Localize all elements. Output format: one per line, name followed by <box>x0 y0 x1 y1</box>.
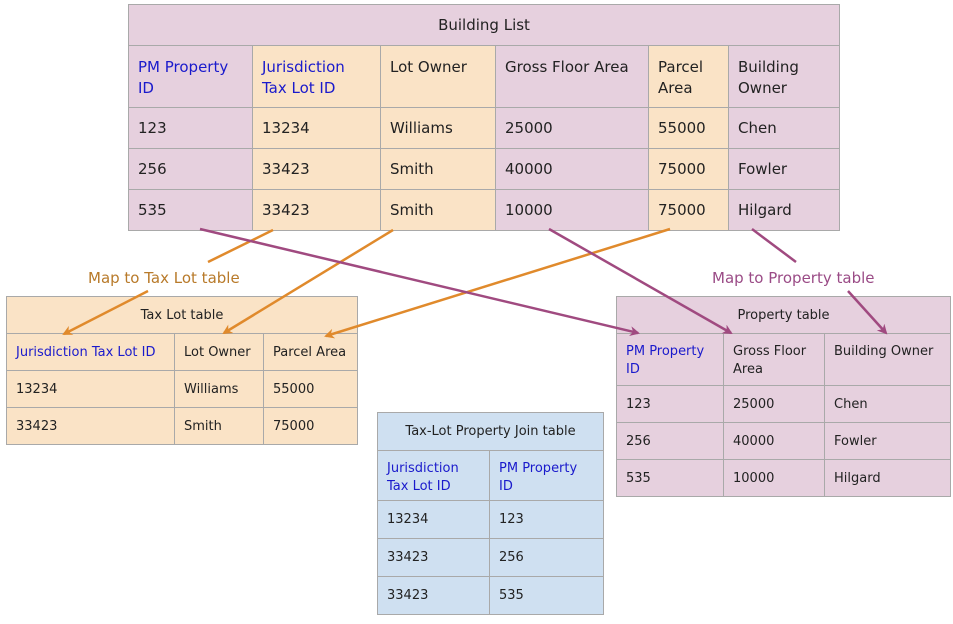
header-gross-floor-area: Gross Floor Area <box>495 45 649 108</box>
table-cell: 10000 <box>723 459 825 497</box>
table-row: 123 13234 Williams 25000 55000 Chen <box>128 107 841 149</box>
arrow-lot-owner <box>222 228 394 335</box>
tax-lot-property-join-table: Tax-Lot Property Join table Jurisdiction… <box>377 412 604 615</box>
table-cell: 535 <box>616 459 724 497</box>
header-building-owner: Building Owner <box>823 333 952 386</box>
table-cell: 123 <box>128 107 253 149</box>
table-cell: Hilgard <box>823 459 952 497</box>
table-cell: Chen <box>727 107 841 149</box>
table-cell: 40000 <box>495 148 649 190</box>
table-row: 535 33423 Smith 10000 75000 Hilgard <box>128 189 841 231</box>
header-jurisdiction-tax-lot-id: Jurisdiction Tax Lot ID <box>252 45 381 108</box>
header-parcel-area: Parcel Area <box>648 45 729 108</box>
table-cell: 55000 <box>263 370 358 408</box>
building-list-title: Building List <box>127 4 841 46</box>
table-cell: 535 <box>128 189 253 231</box>
table-row: 33423 256 <box>377 538 604 577</box>
building-list-table: Building List PM Property ID Jurisdictio… <box>127 4 841 231</box>
table-row: 256 33423 Smith 40000 75000 Fowler <box>128 148 841 190</box>
table-cell: Williams <box>380 107 496 149</box>
table-cell: Fowler <box>727 148 841 190</box>
arrow-pm-property-id <box>199 227 640 337</box>
table-cell: 25000 <box>495 107 649 149</box>
header-jurisdiction-tax-lot-id: Jurisdiction Tax Lot ID <box>6 333 175 371</box>
arrow-tax-lot-id-head <box>62 289 149 336</box>
table-cell: Smith <box>380 189 496 231</box>
table-cell: Hilgard <box>727 189 841 231</box>
table-cell: 75000 <box>648 189 729 231</box>
table-cell: 75000 <box>648 148 729 190</box>
table-row: 535 10000 Hilgard <box>616 459 952 497</box>
table-cell: 33423 <box>252 189 381 231</box>
arrow-building-owner <box>751 228 797 263</box>
table-cell: 13234 <box>6 370 175 408</box>
map-to-property-label: Map to Property table <box>710 269 877 287</box>
table-cell: 10000 <box>495 189 649 231</box>
table-row: 123 25000 Chen <box>616 385 952 423</box>
map-to-tax-lot-label: Map to Tax Lot table <box>86 269 242 287</box>
table-cell: 33423 <box>252 148 381 190</box>
join-table-title: Tax-Lot Property Join table <box>377 412 604 451</box>
table-row: 13234 123 <box>377 500 604 539</box>
arrow-tax-lot-id <box>207 228 274 264</box>
tax-lot-table: Tax Lot table Jurisdiction Tax Lot ID Lo… <box>6 296 358 445</box>
header-lot-owner: Lot Owner <box>380 45 496 108</box>
header-building-owner: Building Owner <box>727 45 841 108</box>
table-cell: Chen <box>823 385 952 423</box>
table-cell: 256 <box>489 538 604 577</box>
table-cell: 75000 <box>263 407 358 445</box>
property-table: Property table PM Property ID Gross Floo… <box>615 296 952 497</box>
table-cell: 256 <box>616 422 724 460</box>
header-pm-property-id: PM Property ID <box>489 450 604 501</box>
table-row: 33423 Smith 75000 <box>6 407 358 445</box>
table-cell: 33423 <box>377 538 490 577</box>
table-cell: Williams <box>174 370 264 408</box>
table-cell: Smith <box>380 148 496 190</box>
table-cell: 33423 <box>6 407 175 445</box>
table-row: 13234 Williams 55000 <box>6 370 358 408</box>
table-row: 256 40000 Fowler <box>616 422 952 460</box>
header-jurisdiction-tax-lot-id: Jurisdiction Tax Lot ID <box>377 450 490 501</box>
header-lot-owner: Lot Owner <box>174 333 264 371</box>
arrow-parcel-area <box>324 227 671 339</box>
table-cell: 256 <box>128 148 253 190</box>
arrow-building-owner-head <box>847 290 888 335</box>
header-parcel-area: Parcel Area <box>263 333 358 371</box>
table-row: 33423 535 <box>377 576 604 615</box>
table-cell: 535 <box>489 576 604 615</box>
table-cell: 13234 <box>252 107 381 149</box>
arrow-gross-floor-area <box>548 227 733 335</box>
table-cell: 33423 <box>377 576 490 615</box>
table-cell: Smith <box>174 407 264 445</box>
